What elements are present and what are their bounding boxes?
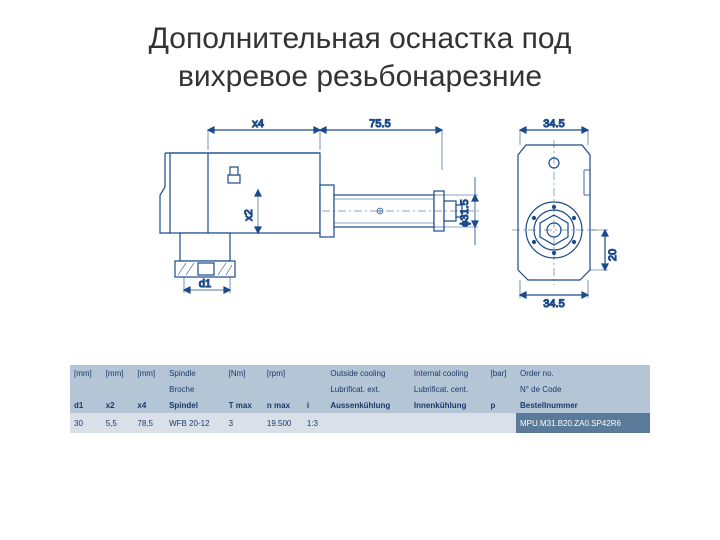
h2-c9	[486, 381, 516, 397]
dim-345-top: 34.5	[543, 118, 564, 130]
r-c6: 1:3	[303, 413, 327, 433]
h2-c1	[102, 381, 134, 397]
r-c4: 3	[225, 413, 263, 433]
technical-drawing: x4 75.5 x2	[80, 115, 640, 325]
r-c9	[486, 413, 516, 433]
h1-c7: Outside cooling	[326, 365, 410, 381]
dim-x2: x2	[243, 209, 255, 221]
title-line-1: Дополнительная оснастка под	[40, 20, 680, 58]
h3-c7: Aussenkühlung	[326, 397, 410, 413]
table-header-row-3: d1 x2 x4 Spindel T max n max i Aussenküh…	[70, 397, 650, 413]
table-row: 30 5,5 78,5 WFB 20-12 3 19.500 1:3 MPU.M…	[70, 413, 650, 433]
r-c1: 5,5	[102, 413, 134, 433]
r-c5: 19.500	[263, 413, 303, 433]
r-c2: 78,5	[133, 413, 165, 433]
h2-c3: Broche	[165, 381, 225, 397]
r-c7	[326, 413, 410, 433]
table-header-row-2: Broche Lubrificat. ext. Lubrificat. cent…	[70, 381, 650, 397]
h1-c0: [mm]	[70, 365, 102, 381]
r-c0: 30	[70, 413, 102, 433]
dim-x4: x4	[252, 118, 264, 130]
h1-c8: Internal cooling	[410, 365, 487, 381]
h2-c5	[263, 381, 303, 397]
h2-c8: Lubrificat. cent.	[410, 381, 487, 397]
dim-d1: d1	[199, 278, 211, 290]
dim-345-bot: 34.5	[543, 298, 564, 310]
dim-755: 75.5	[369, 118, 390, 130]
h3-c5: n max	[263, 397, 303, 413]
h3-c4: T max	[225, 397, 263, 413]
h1-c10: Order no.	[516, 365, 650, 381]
h1-c4: [Nm]	[225, 365, 263, 381]
title-line-2: вихревое резьбонарезние	[40, 58, 680, 96]
h1-c1: [mm]	[102, 365, 134, 381]
h3-c10: Bestellnummer	[516, 397, 650, 413]
h1-c5: [rpm]	[263, 365, 303, 381]
h3-c0: d1	[70, 397, 102, 413]
h3-c8: Innenkühlung	[410, 397, 487, 413]
r-c8	[410, 413, 487, 433]
h1-c9: [bar]	[486, 365, 516, 381]
h2-c7: Lubrificat. ext.	[326, 381, 410, 397]
h3-c3: Spindel	[165, 397, 225, 413]
slide-title: Дополнительная оснастка под вихревое рез…	[40, 20, 680, 95]
spec-table: [mm] [mm] [mm] Spindle [Nm] [rpm] Outsid…	[70, 365, 650, 433]
dim-20: 20	[607, 249, 619, 261]
h3-c2: x4	[133, 397, 165, 413]
r-c10-order: MPU.M31.B20.ZA0.SP42R6	[516, 413, 650, 433]
h3-c9: p	[486, 397, 516, 413]
h2-c10: N° de Code	[516, 381, 650, 397]
h1-c3: Spindle	[165, 365, 225, 381]
r-c3: WFB 20-12	[165, 413, 225, 433]
table-header-row-1: [mm] [mm] [mm] Spindle [Nm] [rpm] Outsid…	[70, 365, 650, 381]
h1-c2: [mm]	[133, 365, 165, 381]
h2-c6	[303, 381, 327, 397]
h1-c6	[303, 365, 327, 381]
h2-c0	[70, 381, 102, 397]
h2-c4	[225, 381, 263, 397]
h3-c1: x2	[102, 397, 134, 413]
h3-c6: i	[303, 397, 327, 413]
dim-315: ϕ31.5	[459, 199, 471, 227]
h2-c2	[133, 381, 165, 397]
